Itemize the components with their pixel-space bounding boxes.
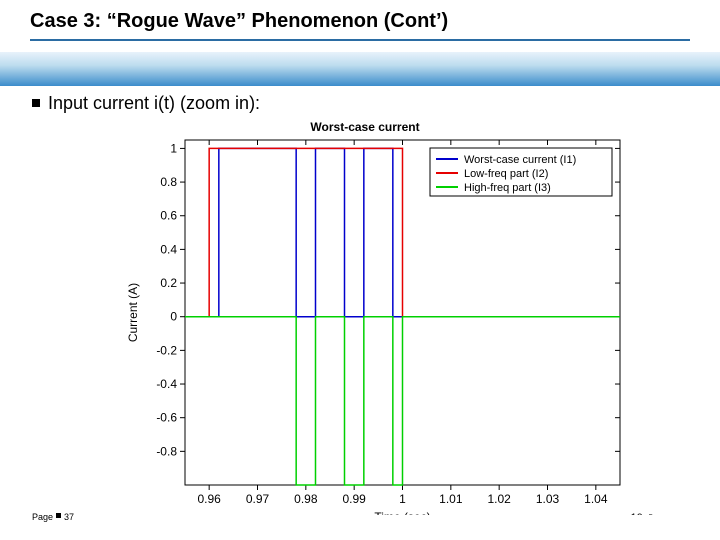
page-separator-icon xyxy=(56,513,61,518)
x-axis-label: Time (sec) xyxy=(374,510,430,515)
xtick-label: 0.98 xyxy=(294,492,318,506)
ytick-label: -0.8 xyxy=(156,444,177,458)
bullet-marker xyxy=(32,99,40,107)
title-underline xyxy=(30,39,690,41)
page-number-value: 37 xyxy=(64,512,74,522)
bullet-line: Input current i(t) (zoom in): xyxy=(32,93,260,114)
xtick-label: 0.97 xyxy=(246,492,270,506)
xtick-label: 1.04 xyxy=(584,492,608,506)
ytick-label: 0.2 xyxy=(160,276,177,290)
xtick-label: 1.02 xyxy=(487,492,511,506)
xtick-label: 0.96 xyxy=(197,492,221,506)
ytick-label: 1 xyxy=(170,141,177,155)
slide-title-bar: Case 3: “Rogue Wave” Phenomenon (Cont’) xyxy=(30,10,690,41)
ytick-label: 0.6 xyxy=(160,209,177,223)
ytick-label: 0.8 xyxy=(160,175,177,189)
legend-label: Worst-case current (I1) xyxy=(464,154,576,166)
header-band xyxy=(0,52,720,86)
page-number: Page 37 xyxy=(32,512,74,522)
chart-svg: -0.8 -0.6 -0.4 -0.2 0 0.2 0.4 0.6 0.8 1 0.96 0.97 0.… xyxy=(110,120,670,515)
ytick-label: 0.4 xyxy=(160,242,177,256)
ytick-label: -0.2 xyxy=(156,343,177,357)
chart-container: Worst-case current -0.8-0.6-0.4-0.200.20… xyxy=(110,120,670,515)
bullet-text: Input current i(t) (zoom in): xyxy=(48,93,260,113)
ytick-label: -0.4 xyxy=(156,377,177,391)
y-axis-label: Current (A) xyxy=(126,283,140,342)
ytick-label: -0.6 xyxy=(156,411,177,425)
ytick-label: 0 xyxy=(170,310,177,324)
slide-title: Case 3: “Rogue Wave” Phenomenon (Cont’) xyxy=(30,10,690,33)
xtick-label: 1.01 xyxy=(439,492,463,506)
legend-label: Low-freq part (I2) xyxy=(464,168,548,180)
page-label-prefix: Page xyxy=(32,512,53,522)
x-exponent-label: x 10⁻⁵ xyxy=(622,512,653,515)
xtick-label: 0.99 xyxy=(342,492,366,506)
xtick-label: 1 xyxy=(399,492,406,506)
xtick-label: 1.03 xyxy=(536,492,560,506)
legend-label: High-freq part (I3) xyxy=(464,182,551,194)
